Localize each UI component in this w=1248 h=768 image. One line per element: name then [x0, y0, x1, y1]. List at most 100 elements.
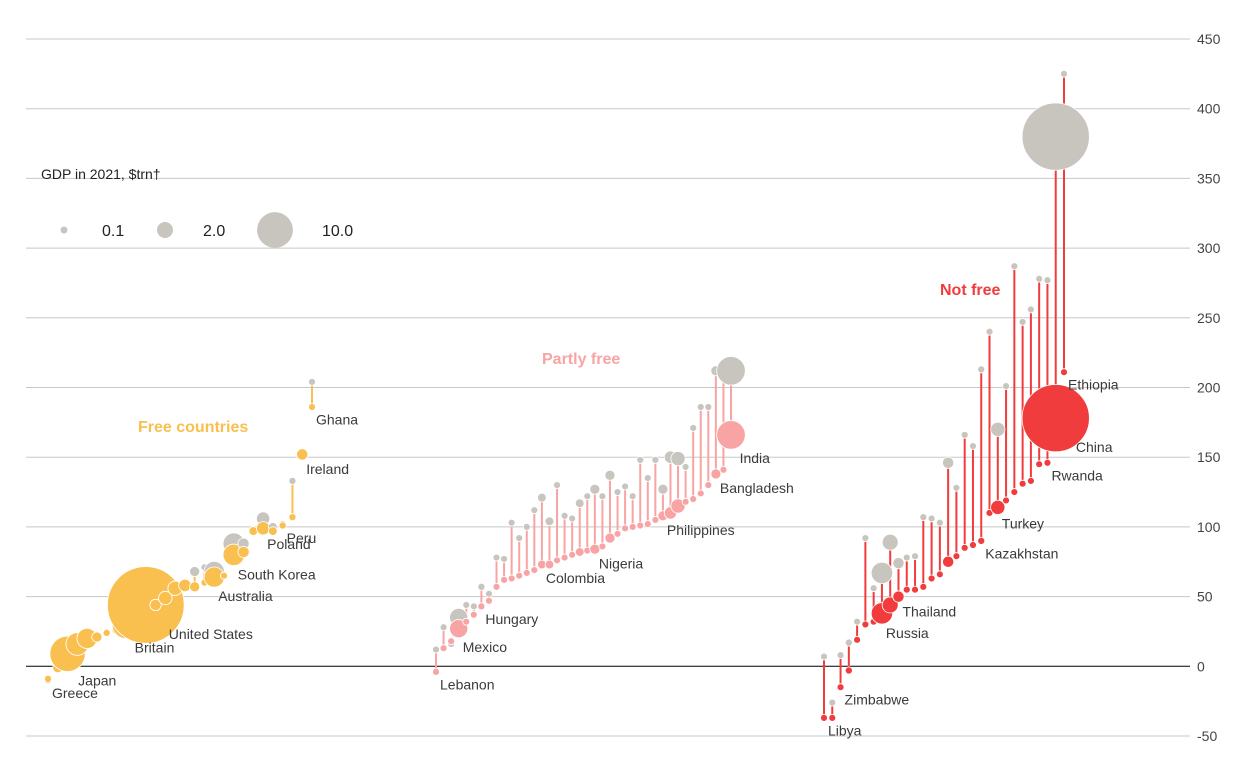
bubble-later [91, 631, 103, 643]
bubble-earlier [902, 553, 911, 562]
y-tick-label: 250 [1197, 310, 1221, 326]
bubble-earlier [870, 561, 894, 585]
bubble-later [477, 602, 486, 611]
bubble-earlier [657, 483, 669, 495]
group-label-not-free: Not free [940, 282, 1001, 299]
bubble-earlier [485, 589, 493, 598]
bubble-earlier [1018, 318, 1027, 326]
bubble-later [853, 635, 862, 644]
bubble-earlier [621, 482, 630, 491]
bubble-later [589, 543, 601, 555]
bubble-earlier [689, 424, 698, 432]
y-axis-tick-labels: -50 0 50 100 150 200 250 300 350 400 450 [1197, 31, 1221, 744]
bubble-earlier [828, 698, 837, 707]
bubble-later [911, 585, 919, 594]
bubble-later [919, 582, 928, 591]
bubble-later [927, 574, 936, 583]
y-tick-label: 200 [1197, 380, 1221, 396]
bubble-earlier [911, 552, 919, 561]
bubble-later [237, 545, 250, 559]
bubble-later [643, 520, 652, 529]
bubble-later [977, 536, 986, 545]
country-label: Britain [135, 640, 175, 656]
bubble-later [719, 465, 728, 474]
country-label: China [1076, 439, 1113, 455]
country-label: Ireland [306, 461, 349, 477]
bubble-earlier [553, 481, 561, 489]
country-label: Colombia [546, 570, 605, 586]
country-label: Ethiopia [1068, 377, 1119, 393]
bubble-earlier [1021, 102, 1090, 171]
bubble-earlier [1060, 69, 1068, 78]
bubble-later [820, 713, 828, 722]
bubble-later [515, 571, 524, 580]
bubble-later [485, 596, 493, 605]
bubble-later [892, 590, 905, 603]
bubble-earlier [522, 523, 531, 531]
bubble-earlier [500, 555, 508, 563]
bubble-earlier [589, 483, 601, 495]
country-label: Mexico [463, 639, 508, 655]
country-label: Russia [886, 625, 929, 641]
bubble-earlier [604, 469, 616, 481]
bubble-earlier [704, 403, 713, 411]
bubble-later [1035, 460, 1044, 469]
bubble-later [296, 448, 309, 461]
bubble-earlier [977, 365, 986, 374]
bubble-later [881, 596, 899, 614]
bubble-later [469, 610, 478, 619]
legend-bubble [257, 212, 293, 248]
bubble-later [628, 523, 637, 531]
bubble-earlier [969, 442, 977, 450]
bubble-later [710, 468, 722, 480]
bubble-earlier [574, 498, 585, 508]
bubble-earlier [861, 534, 870, 542]
bubble-earlier [681, 463, 690, 471]
bubble-later [439, 644, 448, 653]
bubble-earlier [568, 514, 577, 523]
bubble-earlier [820, 652, 828, 661]
country-label: Lebanon [440, 676, 495, 692]
bubble-earlier [308, 378, 316, 386]
bubble-later [861, 620, 870, 629]
bubble-earlier [189, 566, 201, 577]
bubble-later [268, 526, 278, 536]
bubble-later [604, 532, 616, 544]
bubble-earlier [844, 638, 853, 647]
bubble-earlier [288, 476, 297, 485]
bubble-later [952, 552, 961, 561]
bubble-earlier [469, 602, 478, 611]
bubble-later [107, 566, 185, 644]
bubble-earlier [1026, 305, 1035, 314]
bubble-later [220, 571, 228, 580]
bubble-later [942, 555, 955, 568]
bubble-later [828, 713, 837, 722]
country-label: India [740, 450, 771, 466]
bubble-earlier [670, 451, 686, 467]
legend-bubble [157, 222, 173, 238]
country-label: South Korea [238, 567, 316, 583]
bubble-later [935, 570, 944, 579]
legend-value: 2.0 [203, 223, 225, 240]
country-label: Peru [287, 530, 317, 546]
bubble-later [1021, 384, 1090, 453]
bubble-later [681, 497, 690, 506]
bubble-later [432, 667, 440, 676]
bubble-later [1018, 479, 1027, 488]
legend-value: 10.0 [322, 223, 353, 240]
connector-lines [47, 73, 1065, 718]
bubble-later [716, 420, 746, 450]
country-label: Philippines [667, 522, 735, 538]
legend-value: 0.1 [102, 223, 124, 240]
bubble-earlier [892, 557, 905, 570]
bubble-later [574, 547, 585, 557]
bubble-earlier [628, 492, 637, 501]
bubble-earlier [432, 645, 440, 654]
country-label: Zimbabwe [845, 692, 910, 708]
bubble-earlier [935, 518, 944, 527]
legend-bubble [60, 226, 68, 234]
bubble-earlier [960, 430, 969, 439]
bubble-later [102, 628, 111, 637]
bubble-later [178, 578, 192, 593]
bubble-later [1010, 488, 1019, 496]
